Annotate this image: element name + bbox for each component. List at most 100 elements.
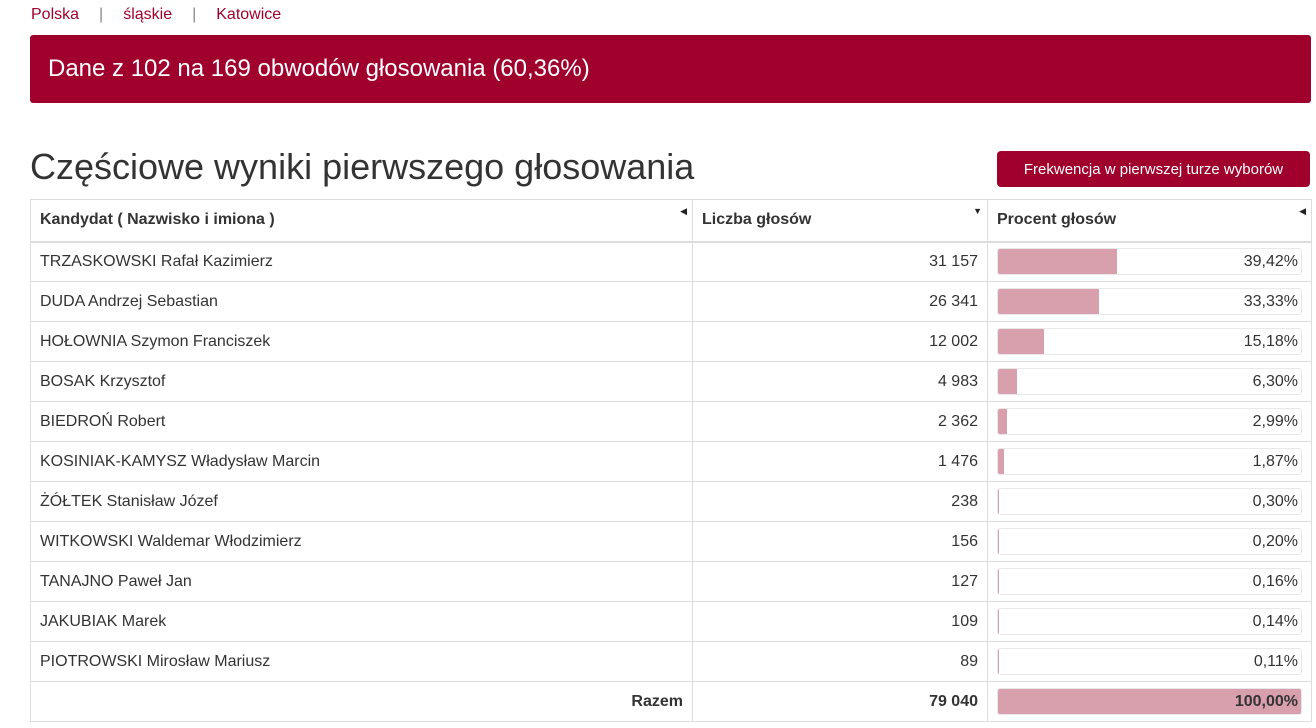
candidate-name: PIOTROWSKI Mirosław Mariusz (30, 641, 693, 682)
breadcrumb-katowice[interactable]: Katowice (216, 6, 282, 23)
table-row: KOSINIAK-KAMYSZ Władysław Marcin 1 476 1,8… (30, 441, 1312, 482)
candidate-percent-cell: 0,20% (987, 521, 1312, 562)
results-table: Kandydat ( Nazwisko i imiona ) ◀ Liczba … (30, 199, 1312, 722)
turnout-button[interactable]: Frekwencja w pierwszej turze wyborów (997, 151, 1310, 187)
header-votes[interactable]: Liczba głosów ▼ (692, 199, 988, 243)
percent-bar: 1,87% (997, 448, 1302, 475)
breadcrumb-separator: | (99, 6, 104, 23)
page-title: Częściowe wyniki pierwszego głosowania (30, 146, 695, 187)
total-votes: 79 040 (692, 681, 988, 722)
percent-bar: 0,30% (997, 488, 1302, 515)
breadcrumb: Polska | śląskie | Katowice (31, 4, 281, 26)
candidate-percent-cell: 15,18% (987, 321, 1312, 362)
percent-bar-fill (998, 689, 1301, 714)
data-coverage-banner: Dane z 102 na 169 obwodów głosowania (60… (30, 35, 1311, 103)
candidate-percent-cell: 2,99% (987, 401, 1312, 442)
candidate-percent-cell: 33,33% (987, 281, 1312, 322)
percent-bar: 2,99% (997, 408, 1302, 435)
table-row: TANAJNO Paweł Jan 127 0,16% (30, 561, 1312, 602)
percent-bar-fill (998, 489, 999, 514)
total-percent-cell: 100,00% (987, 681, 1312, 722)
breadcrumb-separator: | (192, 6, 197, 23)
header-percent[interactable]: Procent głosów ◀ (987, 199, 1312, 243)
candidate-percent: 15,18% (1243, 332, 1298, 350)
percent-bar: 0,14% (997, 608, 1302, 635)
percent-bar-fill (998, 369, 1018, 394)
candidate-percent: 0,11% (1253, 652, 1298, 670)
candidate-votes: 12 002 (692, 321, 988, 362)
candidate-percent: 0,16% (1252, 572, 1298, 590)
table-row: BIEDROŃ Robert 2 362 2,99% (30, 401, 1312, 442)
breadcrumb-poland[interactable]: Polska (31, 6, 80, 23)
candidate-percent: 33,33% (1243, 292, 1298, 310)
candidate-votes: 127 (692, 561, 988, 602)
candidate-name: BIEDROŃ Robert (30, 401, 693, 442)
header-percent-label: Procent głosów (997, 211, 1117, 229)
candidate-percent-cell: 39,42% (987, 241, 1312, 282)
percent-bar: 0,20% (997, 528, 1302, 555)
candidate-votes: 1 476 (692, 441, 988, 482)
table-row: BOSAK Krzysztof 4 983 6,30% (30, 361, 1312, 402)
table-row: WITKOWSKI Waldemar Włodzimierz 156 0,20% (30, 521, 1312, 562)
header-candidate[interactable]: Kandydat ( Nazwisko i imiona ) ◀ (30, 199, 693, 243)
candidate-percent-cell: 0,16% (987, 561, 1312, 602)
percent-bar: 0,16% (997, 568, 1302, 595)
table-row: PIOTROWSKI Mirosław Mariusz 89 0,11% (30, 641, 1312, 682)
candidate-name: HOŁOWNIA Szymon Franciszek (30, 321, 693, 362)
candidate-percent: 0,30% (1252, 492, 1298, 510)
table-row: JAKUBIAK Marek 109 0,14% (30, 601, 1312, 642)
caret-left-icon[interactable]: ◀ (680, 206, 687, 216)
candidate-name: BOSAK Krzysztof (30, 361, 693, 402)
table-row: ŻÓŁTEK Stanisław Józef 238 0,30% (30, 481, 1312, 522)
candidate-percent: 0,20% (1252, 532, 1298, 550)
percent-bar: 15,18% (997, 328, 1302, 355)
percent-bar-fill (998, 289, 1099, 314)
candidate-name: ŻÓŁTEK Stanisław Józef (30, 481, 693, 522)
percent-bar-fill (998, 249, 1118, 275)
total-row: Razem 79 040 100,00% (30, 681, 1312, 722)
candidate-votes: 31 157 (692, 241, 988, 282)
candidate-percent: 39,42% (1243, 252, 1298, 270)
candidate-percent-cell: 0,11% (987, 641, 1312, 682)
percent-bar: 0,11% (997, 648, 1302, 675)
caret-left-icon[interactable]: ◀ (1299, 206, 1306, 216)
candidate-votes: 156 (692, 521, 988, 562)
candidate-percent: 2,99% (1252, 412, 1298, 430)
percent-bar: 39,42% (997, 248, 1302, 276)
candidate-votes: 2 362 (692, 401, 988, 442)
percent-bar: 6,30% (997, 368, 1302, 395)
candidate-percent-cell: 0,14% (987, 601, 1312, 642)
header-votes-label: Liczba głosów (702, 211, 812, 229)
candidate-percent-cell: 0,30% (987, 481, 1312, 522)
candidate-name: WITKOWSKI Waldemar Włodzimierz (30, 521, 693, 562)
candidate-name: JAKUBIAK Marek (30, 601, 693, 642)
percent-bar-fill (998, 409, 1008, 434)
percent-bar-fill (998, 529, 999, 554)
candidate-name: KOSINIAK-KAMYSZ Władysław Marcin (30, 441, 693, 482)
candidate-votes: 109 (692, 601, 988, 642)
candidate-name: TANAJNO Paweł Jan (30, 561, 693, 602)
candidate-percent: 1,87% (1252, 452, 1298, 470)
candidate-name: TRZASKOWSKI Rafał Kazimierz (30, 241, 693, 282)
total-label: Razem (30, 681, 693, 722)
percent-bar-fill (998, 449, 1004, 474)
header-candidate-label: Kandydat ( Nazwisko i imiona ) (40, 211, 275, 229)
caret-down-icon[interactable]: ▼ (973, 206, 982, 216)
candidate-votes: 26 341 (692, 281, 988, 322)
candidate-name: DUDA Andrzej Sebastian (30, 281, 693, 322)
candidate-percent: 6,30% (1252, 372, 1298, 390)
table-row: HOŁOWNIA Szymon Franciszek 12 002 15,18% (30, 321, 1312, 362)
table-row: DUDA Andrzej Sebastian 26 341 33,33% (30, 281, 1312, 322)
breadcrumb-silesia[interactable]: śląskie (123, 6, 173, 23)
total-percent: 100,00% (1234, 692, 1298, 710)
percent-bar: 33,33% (997, 288, 1302, 315)
table-row: TRZASKOWSKI Rafał Kazimierz 31 157 39,42% (30, 241, 1312, 282)
candidate-votes: 238 (692, 481, 988, 522)
percent-bar: 100,00% (997, 688, 1302, 715)
candidate-percent-cell: 6,30% (987, 361, 1312, 402)
candidate-percent-cell: 1,87% (987, 441, 1312, 482)
candidate-percent: 0,14% (1252, 612, 1298, 630)
table-header-row: Kandydat ( Nazwisko i imiona ) ◀ Liczba … (30, 199, 1312, 243)
candidate-votes: 89 (692, 641, 988, 682)
candidate-votes: 4 983 (692, 361, 988, 402)
